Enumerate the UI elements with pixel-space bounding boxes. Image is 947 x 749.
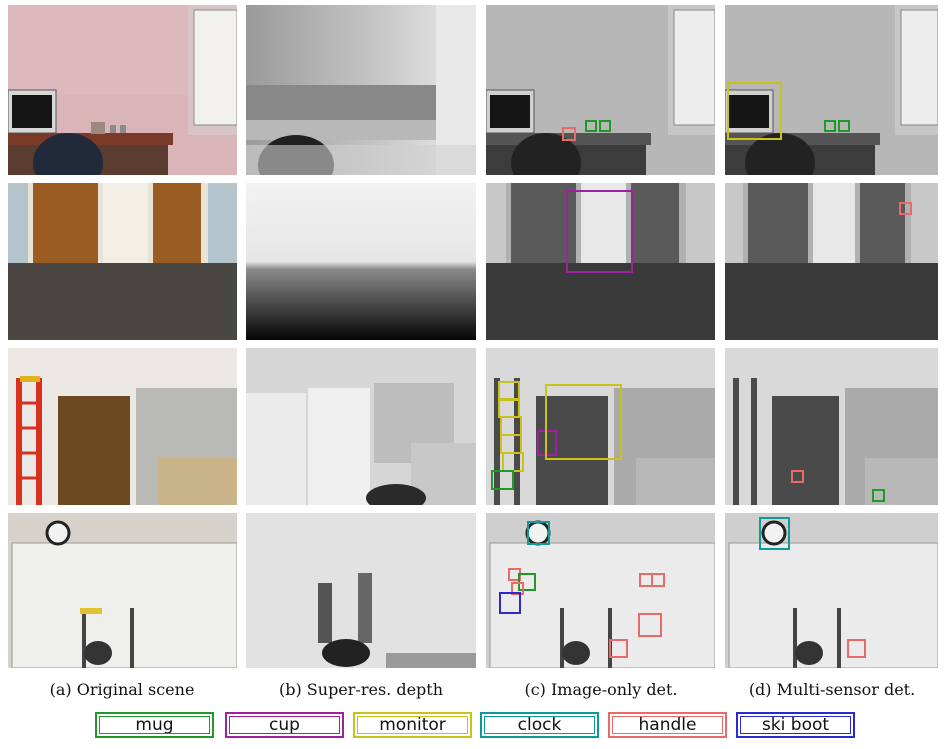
detection-handle (562, 127, 576, 141)
detection-monitor (727, 82, 782, 140)
hallway-scene-color (8, 183, 237, 340)
detection-handle (638, 613, 662, 637)
detection-mug (838, 120, 850, 132)
office-scene-gray (725, 5, 938, 175)
shelves-scene-color (8, 348, 237, 505)
whiteboard-scene-gray (725, 513, 938, 668)
whiteboard-scene-color (8, 513, 237, 668)
legend-ski-boot: ski boot (736, 712, 855, 738)
detection-monitor (500, 416, 522, 436)
row4-depth (246, 513, 476, 668)
detection-monitor (498, 398, 520, 418)
detection-mug (824, 120, 836, 132)
hallway-depth-map (246, 183, 476, 340)
row2-multi-sensor (725, 183, 938, 340)
caption-original-scene: (a) Original scene (49, 680, 195, 699)
caption-multi-sensor-det: (d) Multi-sensor det. (748, 680, 916, 699)
detection-ski-boot (499, 592, 521, 614)
detection-clock (527, 521, 550, 545)
detection-handle (651, 573, 665, 587)
row2-depth (246, 183, 476, 340)
row1-original (8, 5, 237, 175)
office-scene-color (8, 5, 237, 175)
hallway-scene-gray (486, 183, 715, 340)
row3-depth (246, 348, 476, 505)
detection-handle (791, 470, 804, 483)
detection-monitor (500, 434, 522, 454)
detection-monitor (545, 384, 622, 460)
detection-mug (491, 470, 514, 490)
whiteboard-scene-gray (486, 513, 715, 668)
detection-cup (537, 430, 557, 456)
detection-handle (847, 639, 866, 658)
detection-cup (566, 190, 633, 273)
shelves-scene-gray (725, 348, 938, 505)
detection-monitor (498, 381, 520, 401)
legend-cup: cup (225, 712, 344, 738)
legend-handle: handle (608, 712, 727, 738)
detection-handle (899, 202, 912, 215)
row4-original (8, 513, 237, 668)
hallway-scene-gray (725, 183, 938, 340)
shelves-scene-gray (486, 348, 715, 505)
legend-clock: clock (480, 712, 599, 738)
row4-image-only (486, 513, 715, 668)
detection-handle (511, 582, 524, 595)
caption-super-res-depth: (b) Super-res. depth (278, 680, 444, 699)
detection-clock (759, 517, 790, 550)
detection-mug (599, 120, 611, 132)
detection-handle (609, 639, 628, 658)
office-scene-gray (486, 5, 715, 175)
detection-monitor (502, 452, 524, 472)
row1-multi-sensor (725, 5, 938, 175)
legend-mug: mug (95, 712, 214, 738)
office-depth-map (246, 5, 476, 175)
shelves-depth-map (246, 348, 476, 505)
detection-mug (872, 489, 885, 502)
row4-multi-sensor (725, 513, 938, 668)
row1-depth (246, 5, 476, 175)
row3-original (8, 348, 237, 505)
legend-monitor: monitor (353, 712, 472, 738)
detection-mug (585, 120, 597, 132)
row1-image-only (486, 5, 715, 175)
caption-image-only-det: (c) Image-only det. (524, 680, 678, 699)
row2-image-only (486, 183, 715, 340)
row3-multi-sensor (725, 348, 938, 505)
row3-image-only (486, 348, 715, 505)
legend: mug cup monitor clock handle ski boot (0, 712, 947, 744)
row2-original (8, 183, 237, 340)
whiteboard-depth-map (246, 513, 476, 668)
